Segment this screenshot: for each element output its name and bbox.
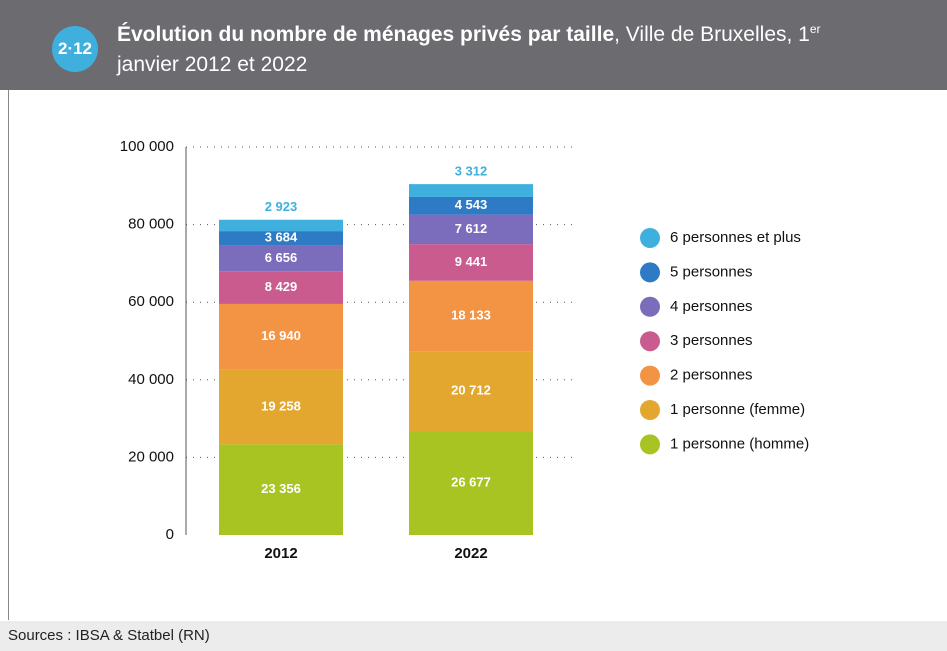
badge: 2·12: [52, 26, 98, 72]
data-label: 23 356: [261, 481, 301, 496]
bar-segment: [409, 351, 533, 432]
bar-segment: [409, 196, 533, 215]
y-tick-label: 60 000: [128, 293, 174, 310]
legend-swatch: [640, 400, 660, 420]
data-label: 8 429: [265, 279, 298, 294]
bar-segment: [409, 184, 533, 197]
data-label: 26 677: [451, 475, 491, 490]
bar-segment: [409, 244, 533, 281]
bar-segment: [219, 444, 343, 535]
bar-segment: [219, 369, 343, 445]
data-label: 9 441: [455, 254, 488, 269]
legend-label: 1 personne (homme): [670, 435, 809, 452]
y-tick-label: 0: [166, 526, 174, 543]
bar-segment: [409, 280, 533, 352]
legend-swatch: [640, 434, 660, 455]
data-label: 19 258: [261, 398, 301, 413]
data-label: 2 923: [265, 199, 298, 214]
legend-label: 5 personnes: [670, 263, 753, 280]
legend-swatch: [640, 228, 660, 248]
data-label: 20 712: [451, 383, 491, 398]
title-end: janvier 2012 et 2022: [117, 53, 308, 76]
legend-swatch: [640, 296, 660, 317]
legend-swatch: [640, 262, 660, 283]
title-sup: er: [809, 22, 821, 36]
y-tick-label: 20 000: [128, 448, 174, 465]
bar-segment: [409, 431, 533, 535]
data-label: 7 612: [455, 221, 488, 236]
frame-line: [8, 90, 9, 620]
title-bold: Évolution du nombre de ménages privés pa…: [117, 23, 615, 46]
data-label: 3 312: [455, 164, 488, 179]
header: 2·12 Évolution du nombre de ménages priv…: [0, 0, 947, 90]
bar-segment: [219, 231, 343, 246]
bar-segment: [219, 271, 343, 304]
legend-label: 3 personnes: [670, 332, 753, 349]
x-tick-label: 2012: [264, 545, 297, 562]
title: Évolution du nombre de ménages privés pa…: [117, 14, 917, 80]
data-label: 4 543: [455, 197, 488, 212]
y-tick-label: 40 000: [128, 371, 174, 388]
legend-swatch: [640, 331, 660, 352]
source: Sources : IBSA & Statbel (RN): [0, 621, 947, 651]
bar-segment: [219, 245, 343, 272]
legend-swatch: [640, 365, 660, 386]
legend-label: 6 personnes et plus: [670, 229, 801, 246]
chart: 0 20 000 40 000 60 000 80 000 100 000 2012 23 3…: [120, 138, 809, 562]
legend-label: 2 personnes: [670, 367, 753, 384]
x-tick-label: 2022: [454, 545, 487, 562]
data-label: 16 940: [261, 328, 301, 343]
data-label: 18 133: [451, 307, 491, 322]
data-label: 6 656: [265, 250, 298, 265]
y-tick-label: 80 000: [128, 216, 174, 233]
legend-label: 4 personnes: [670, 298, 753, 315]
bar-segment: [219, 303, 343, 370]
bar-segment: [409, 214, 533, 245]
data-label: 3 684: [265, 230, 298, 245]
bar-segment: [219, 219, 343, 232]
legend-label: 1 personne (femme): [670, 401, 805, 418]
y-tick-label: 100 000: [120, 138, 174, 155]
title-rest: , Ville de Bruxelles, 1: [614, 23, 810, 46]
